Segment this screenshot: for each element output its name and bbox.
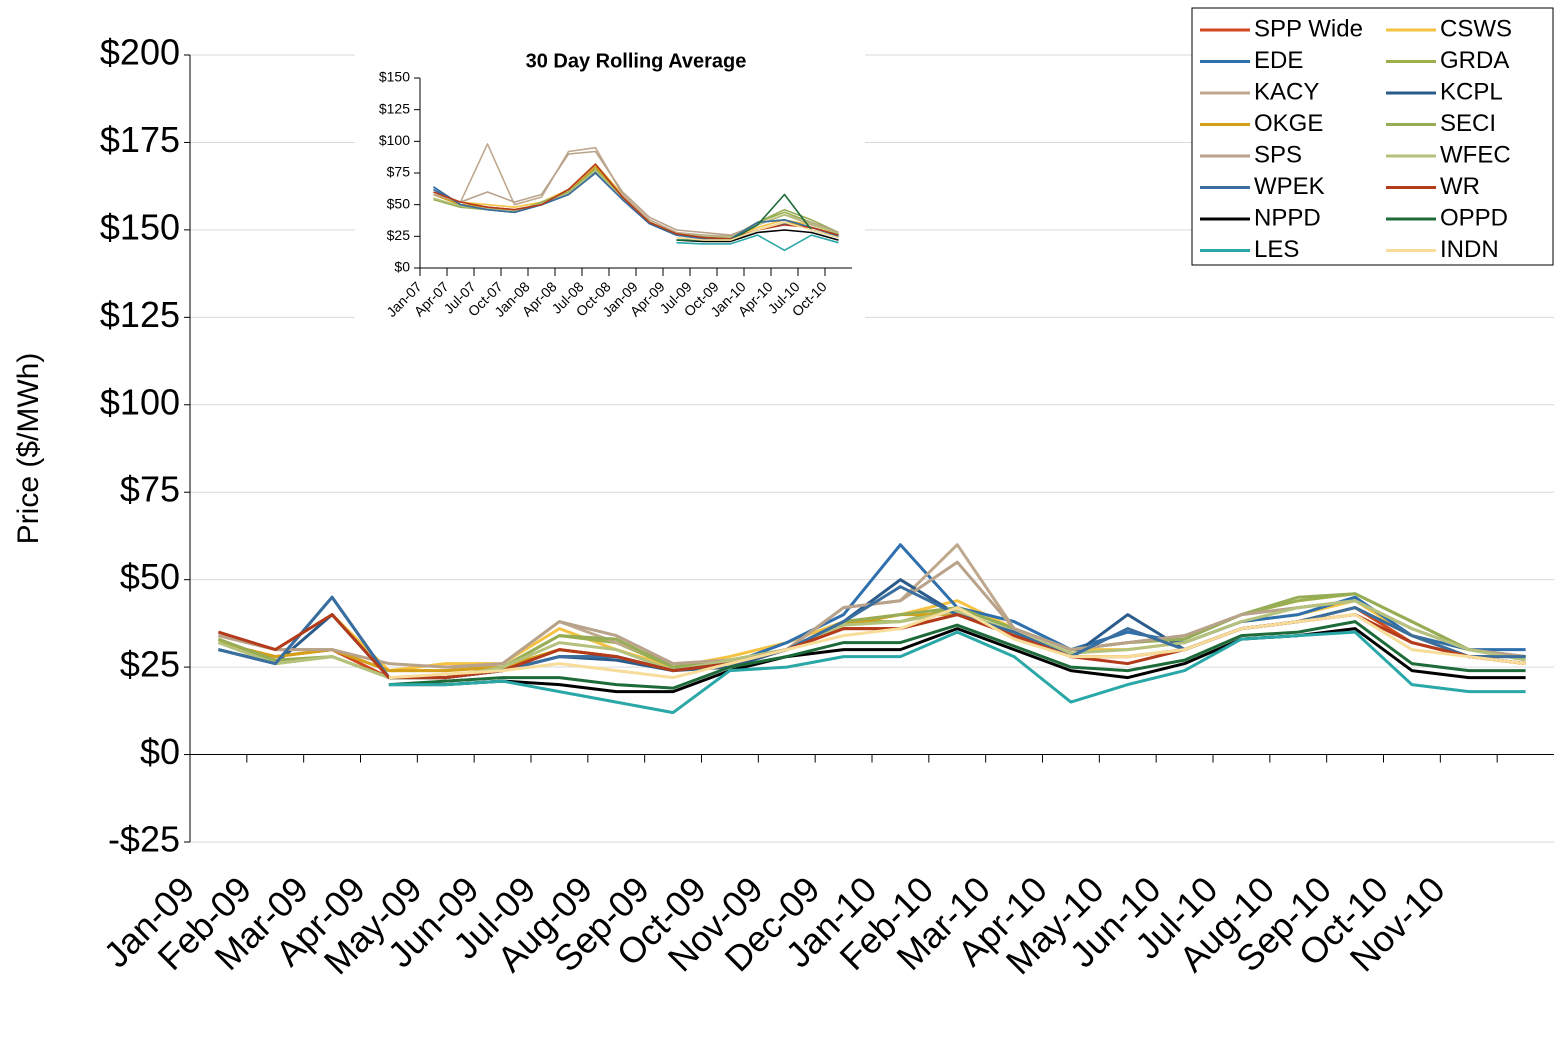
y-tick-label: $50: [387, 195, 411, 211]
series-line: [388, 606, 1526, 680]
y-tick-label: $100: [100, 381, 180, 422]
series-line: [388, 630, 1526, 715]
legend-label: SECI: [1440, 110, 1496, 137]
legend-label: WPEK: [1254, 173, 1325, 200]
legend-label: CSWS: [1440, 15, 1512, 42]
inset-background: [355, 40, 865, 370]
y-tick-label: $175: [100, 119, 180, 160]
series-line: [388, 627, 1526, 694]
y-axis-label: Price ($/MWh): [12, 353, 45, 545]
series-line: [676, 221, 839, 241]
legend: SPP Wide CSWS EDE GRDA KACY KCPL OKGE SECI SPS WF…: [1191, 7, 1554, 266]
legend-label: OPPD: [1440, 204, 1508, 231]
y-tick-label: $150: [100, 206, 180, 247]
y-tick-label: $75: [387, 164, 411, 180]
legend-label: EDE: [1254, 47, 1303, 74]
legend-label: WFEC: [1440, 141, 1511, 168]
legend-label: GRDA: [1440, 47, 1509, 74]
legend-label: SPP Wide: [1254, 15, 1363, 42]
series-line: [433, 172, 839, 240]
series-line: [676, 234, 839, 252]
series-line: [676, 229, 839, 243]
y-tick-label: $150: [379, 69, 410, 85]
y-tick-label: $25: [120, 644, 180, 685]
legend-label: WR: [1440, 173, 1480, 200]
legend-box: [1191, 7, 1554, 266]
legend-label: SPS: [1254, 141, 1302, 168]
inset-title: 30 Day Rolling Average: [526, 50, 747, 72]
y-tick-label: $0: [140, 731, 180, 772]
y-tick-label: $75: [120, 469, 180, 510]
legend-label: KCPL: [1440, 78, 1503, 105]
y-tick-label: $200: [100, 32, 180, 73]
legend-label: OKGE: [1254, 110, 1323, 137]
series-line: [433, 163, 839, 240]
series-line: [388, 620, 1526, 690]
y-tick-label: $50: [120, 556, 180, 597]
y-tick-label: $25: [387, 227, 411, 243]
legend-label: INDN: [1440, 236, 1499, 263]
legend-label: LES: [1254, 236, 1299, 263]
legend-label: KACY: [1254, 78, 1319, 105]
y-tick-label: $125: [379, 100, 410, 116]
y-tick-label: -$25: [108, 819, 180, 860]
y-tick-label: $125: [100, 294, 180, 335]
legend-label: NPPD: [1254, 204, 1321, 231]
y-tick-label: $100: [379, 132, 410, 148]
y-tick-label: $0: [394, 259, 410, 275]
